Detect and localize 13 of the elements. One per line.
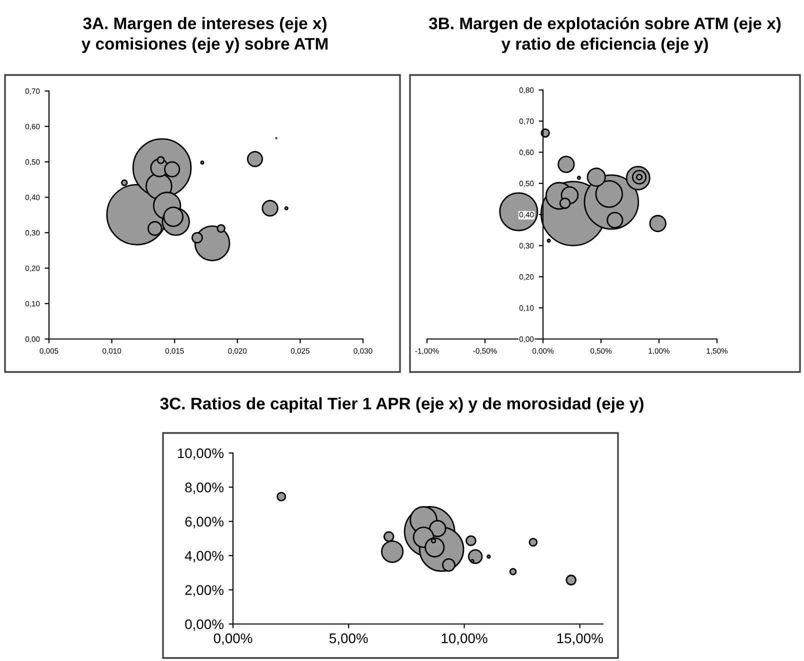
chart-title: 3B. Margen de explotación sobre ATM (eje x) y ratio de eficiencia (eje y)	[428, 16, 781, 54]
y-tick-label: 2,00%	[185, 585, 224, 597]
x-tick-label: 5,00%	[329, 633, 368, 645]
x-tick-label: 10,00%	[442, 633, 488, 645]
chart-title: 3A. Margen de intereses (eje x) y comisiones (eje y) sobre ATM	[81, 17, 328, 53]
chart-title: 3C. Ratios de capital Tier 1 APR (eje x) y de morosidad (eje y)	[160, 397, 644, 413]
y-tick-label: 4,00%	[184, 550, 224, 562]
x-tick-label: 15,00%	[557, 633, 603, 645]
y-tick-label: 10,00%	[178, 448, 224, 460]
y-tick-label: 6,00%	[185, 516, 224, 528]
y-tick-label: 0,00%	[185, 619, 224, 631]
y-tick-label: 8,00%	[185, 482, 224, 494]
x-tick-label: 0,00%	[214, 633, 252, 645]
